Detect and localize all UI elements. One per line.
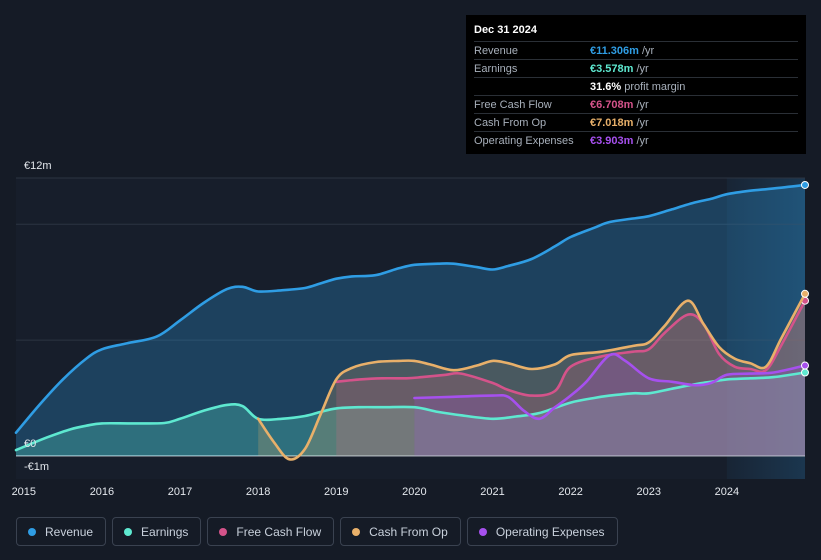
- tooltip-row-unit: /yr: [636, 62, 649, 75]
- tooltip-row: Earnings €3.578m/yr: [474, 60, 798, 78]
- x-tick-label: 2020: [402, 486, 426, 498]
- y-tick-label: -€1m: [24, 461, 49, 473]
- tooltip-date: Dec 31 2024: [474, 24, 798, 42]
- earnings-endpoint: [801, 368, 809, 377]
- operating-expenses-line: [413, 352, 807, 421]
- x-tick-label: 2021: [480, 486, 504, 498]
- free-cash-flow-area: [336, 300, 805, 456]
- area-layer: [16, 184, 805, 460]
- operating-expenses-area: [414, 354, 805, 456]
- legend-label: Free Cash Flow: [236, 524, 322, 539]
- tooltip-row-unit: /yr: [641, 44, 655, 57]
- y-tick-label: €12m: [24, 160, 52, 172]
- tooltip-row-label: Cash From Op: [474, 116, 547, 129]
- cash-from-op-line: [256, 292, 807, 461]
- y-tick-label: €0: [24, 438, 36, 450]
- x-tick-label: 2016: [90, 486, 114, 498]
- tooltip-row-value: €3.903m: [590, 134, 634, 147]
- x-tick-label: 2019: [324, 486, 348, 498]
- tooltip-row-label: Earnings: [474, 62, 518, 75]
- tooltip-row-label: Free Cash Flow: [474, 98, 552, 111]
- x-tick-label: 2024: [715, 486, 739, 498]
- tooltip-row: Revenue €11.306m/yr: [474, 42, 798, 60]
- cash-from-op-endpoint: [801, 289, 809, 298]
- tooltip-row-label: Revenue: [474, 44, 519, 57]
- tooltip-row-unit: /yr: [636, 98, 649, 111]
- plot-background: [16, 178, 805, 479]
- tooltip-row: Free Cash Flow €6.708m/yr: [474, 96, 798, 114]
- earnings-line: [14, 371, 807, 452]
- legend-item-cash-from-op[interactable]: Cash From Op: [340, 517, 461, 546]
- tooltip-row-value: €3.578m: [590, 62, 634, 75]
- tooltip-row-value: €6.708m: [590, 98, 634, 111]
- tooltip-row-label: Operating Expenses: [474, 134, 574, 147]
- legend-dot-icon: [219, 527, 228, 536]
- x-tick-label: 2018: [246, 486, 270, 498]
- legend-dot-icon: [478, 527, 487, 536]
- legend-item-operating-expenses[interactable]: Operating Expenses: [466, 517, 618, 546]
- tooltip-rows: Revenue €11.306m/yr Earnings €3.578m/yr 31.6…: [474, 42, 798, 149]
- operating-expenses-endpoint: [801, 361, 809, 370]
- tooltip-row-unit: /yr: [636, 116, 649, 129]
- grid-layer: [16, 177, 805, 479]
- tooltip-row-value: 31.6%: [590, 80, 622, 93]
- tooltip-row-unit: profit margin: [624, 80, 686, 93]
- axis-layer: €12m €0 -€1m 2015 2016 2017 2018 2019 2020 2021 20…: [12, 160, 740, 498]
- legend-dot-icon: [28, 527, 36, 536]
- tooltip-row: Cash From Op €7.018m/yr: [474, 114, 798, 132]
- tooltip-row-value: €11.306m: [590, 44, 639, 57]
- x-tick-label: 2015: [12, 486, 36, 498]
- x-tick-label: 2017: [168, 486, 192, 498]
- x-tick-label: 2022: [558, 486, 582, 498]
- tooltip: Dec 31 2024 Revenue €11.306m/yr Earnings €3…: [466, 15, 806, 154]
- legend-label: Operating Expenses: [495, 524, 605, 539]
- earnings-area: [16, 372, 805, 456]
- free-cash-flow-line: [335, 299, 807, 397]
- legend-dot-icon: [352, 527, 361, 536]
- revenue-endpoint: [801, 180, 809, 189]
- legend-label: Revenue: [45, 524, 94, 539]
- highlight-band: [726, 178, 805, 479]
- legend-dot-icon: [124, 527, 133, 536]
- legend: Revenue Earnings Free Cash Flow Cash From O…: [16, 517, 618, 547]
- legend-label: Earnings: [141, 524, 189, 539]
- revenue-area: [16, 184, 805, 456]
- tooltip-row-unit: /yr: [636, 134, 649, 147]
- x-tick-label: 2023: [637, 486, 661, 498]
- line-layer: [14, 180, 809, 461]
- tooltip-row: 31.6% profit margin: [474, 78, 798, 96]
- legend-label: Cash From Op: [369, 524, 448, 539]
- tooltip-row-value: €7.018m: [590, 116, 634, 129]
- cash-from-op-area: [258, 293, 805, 460]
- revenue-line: [14, 183, 807, 434]
- tooltip-row: Operating Expenses €3.903m/yr: [474, 132, 798, 149]
- legend-item-earnings[interactable]: Earnings: [112, 517, 202, 546]
- legend-item-revenue[interactable]: Revenue: [16, 517, 107, 546]
- legend-item-free-cash-flow[interactable]: Free Cash Flow: [207, 517, 335, 546]
